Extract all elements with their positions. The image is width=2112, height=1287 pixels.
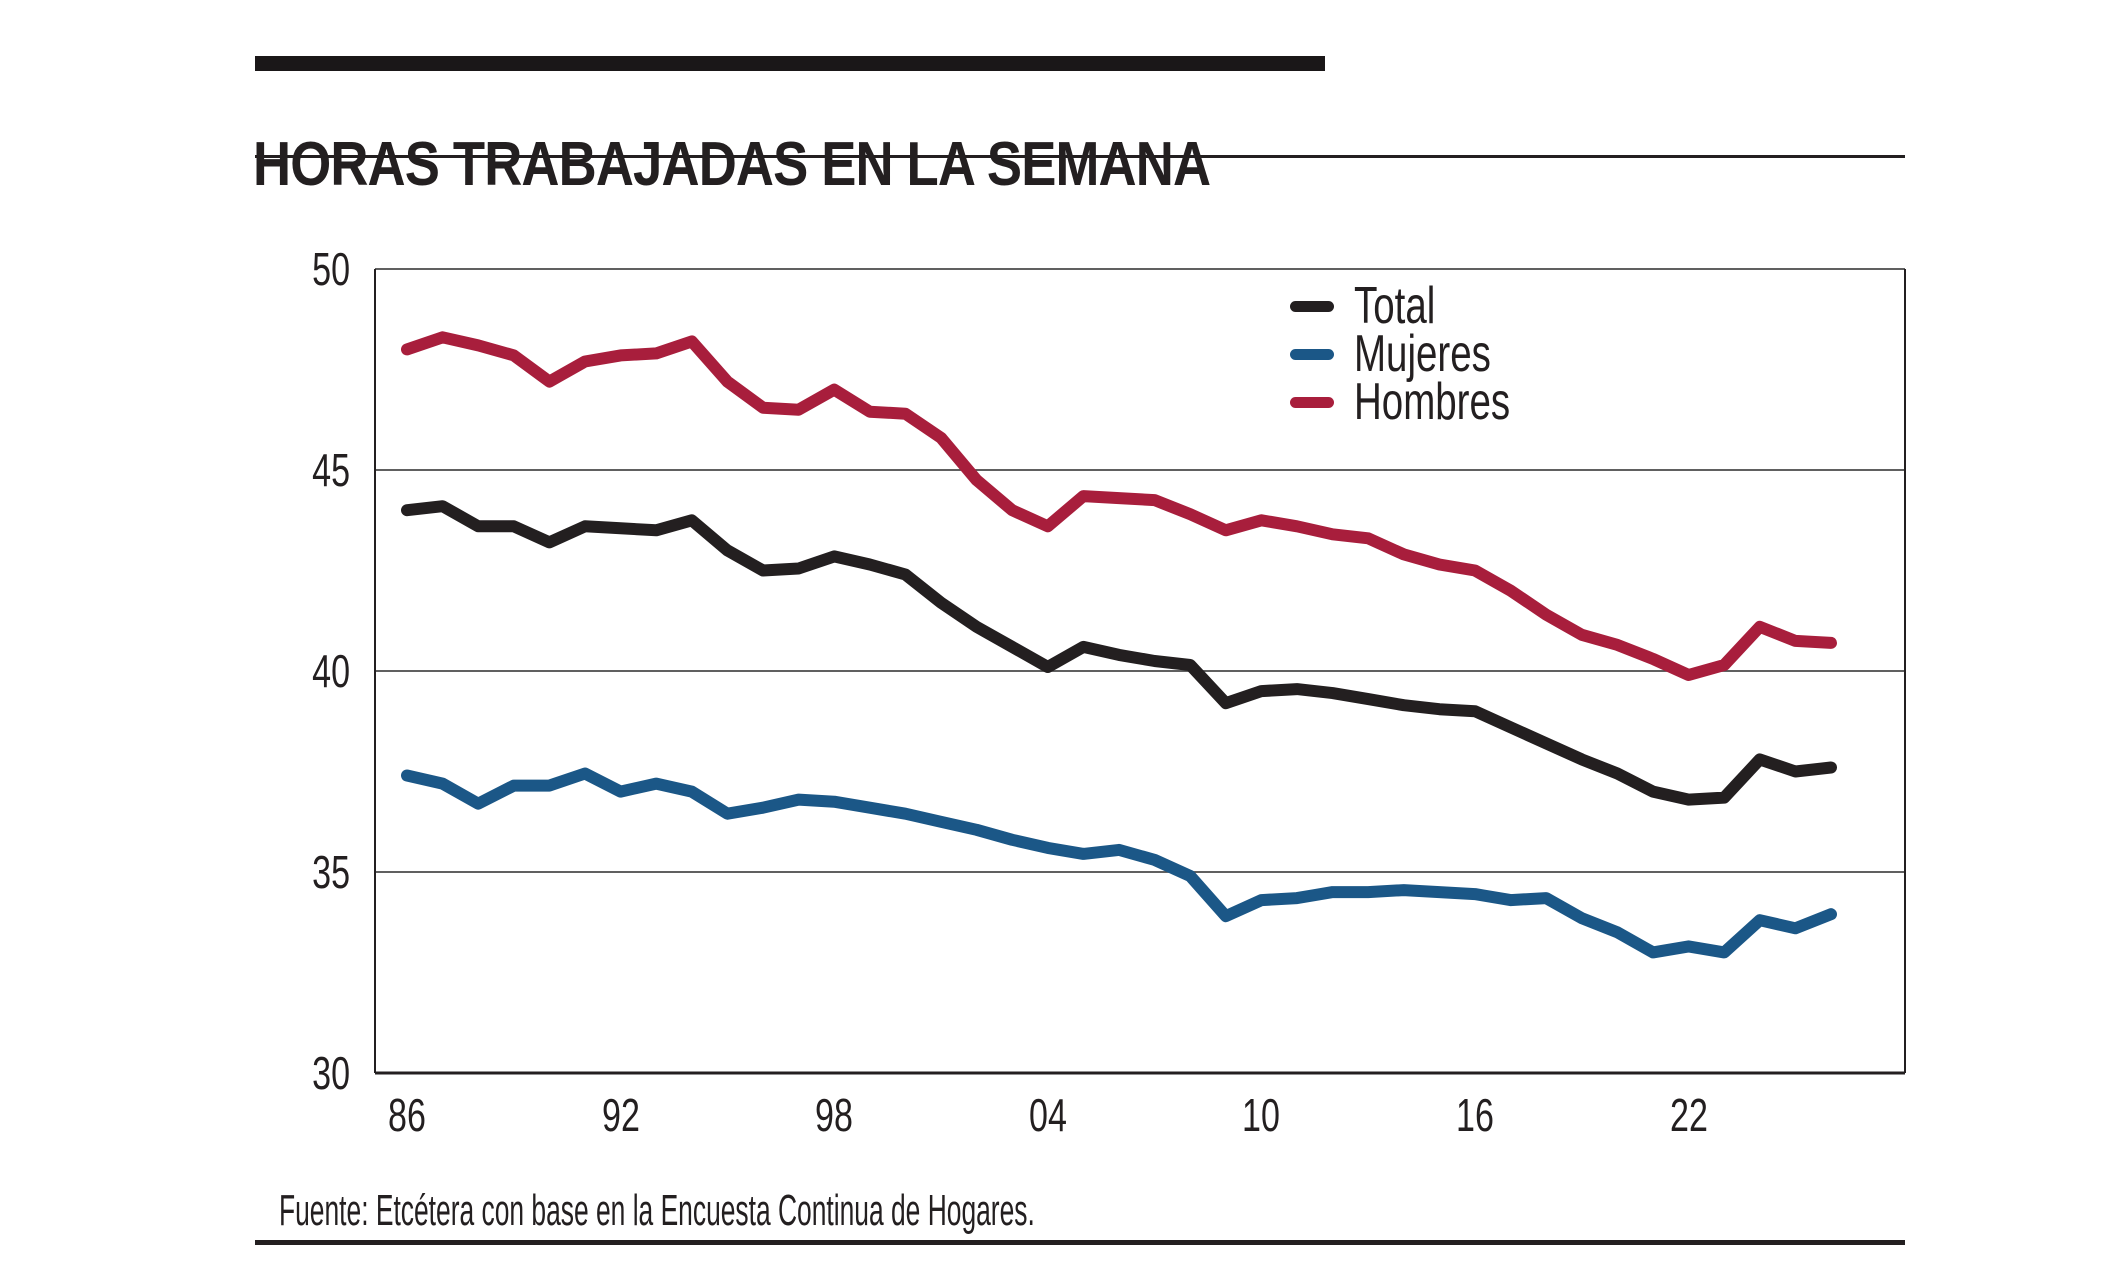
legend-label-hombres: Hombres	[1354, 373, 1511, 431]
series-line-mujeres	[401, 767, 1837, 959]
y-tick-label-40: 40	[312, 645, 350, 697]
legend-item-mujeres: Mujeres	[1290, 325, 1565, 383]
source-note: Fuente: Etcétera con base en la Encuesta…	[279, 1186, 1035, 1235]
legend-swatch-mujeres	[1290, 348, 1334, 360]
legend-label-total: Total	[1354, 277, 1436, 335]
x-tick-label-10: 10	[1242, 1089, 1281, 1141]
y-tick-label-30: 30	[312, 1047, 350, 1099]
legend-swatch-total	[1290, 300, 1334, 312]
y-tick-label-35: 35	[312, 846, 350, 898]
x-tick-label-92: 92	[601, 1089, 640, 1141]
x-tick-label-86: 86	[388, 1089, 426, 1141]
title-accent-bar	[255, 56, 1325, 71]
series-line-hombres	[401, 331, 1837, 681]
series-line-total	[401, 500, 1837, 806]
title-rule	[255, 155, 1905, 158]
y-tick-label-50: 50	[312, 243, 350, 295]
legend-label-mujeres: Mujeres	[1354, 325, 1491, 383]
x-tick-label-98: 98	[815, 1089, 854, 1141]
x-tick-label-16: 16	[1456, 1089, 1494, 1141]
page-title: HORAS TRABAJADAS EN LA SEMANA	[253, 129, 1211, 199]
bottom-rule	[255, 1240, 1905, 1245]
x-tick-label-04: 04	[1028, 1089, 1067, 1141]
legend: Total Mujeres Hombres	[1290, 277, 1565, 431]
x-tick-label-22: 22	[1669, 1089, 1708, 1141]
legend-swatch-hombres	[1290, 396, 1334, 408]
legend-item-total: Total	[1290, 277, 1565, 335]
y-tick-label-45: 45	[312, 444, 350, 496]
legend-item-hombres: Hombres	[1290, 373, 1565, 431]
